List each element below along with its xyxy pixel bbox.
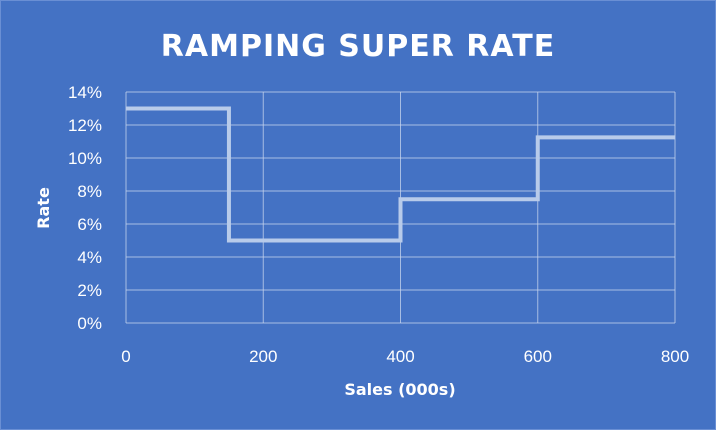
x-axis-label: Sales (000s) — [344, 380, 455, 399]
y-tick-labels: 0% 2% 4% 6% 8% 10% 12% 14% — [68, 83, 102, 333]
chart-title: RAMPING SUPER RATE — [161, 29, 555, 64]
x-tick-label: 0 — [121, 347, 130, 366]
y-tick-label: 8% — [77, 182, 102, 201]
y-tick-label: 2% — [77, 281, 102, 300]
series-group — [126, 106, 675, 243]
y-tick-label: 0% — [77, 314, 102, 333]
y-tick-label: 14% — [68, 83, 102, 102]
y-tick-label: 12% — [68, 116, 102, 135]
x-tick-label: 400 — [386, 347, 414, 366]
x-tick-label: 600 — [524, 347, 552, 366]
y-tick-label: 4% — [77, 248, 102, 267]
x-tick-label: 800 — [661, 347, 689, 366]
y-tick-label: 10% — [68, 149, 102, 168]
x-tick-labels: 0 200 400 600 800 — [121, 347, 689, 366]
y-tick-label: 6% — [77, 215, 102, 234]
x-tick-label: 200 — [249, 347, 277, 366]
series-line — [126, 106, 675, 243]
y-axis-label: Rate — [34, 187, 53, 229]
